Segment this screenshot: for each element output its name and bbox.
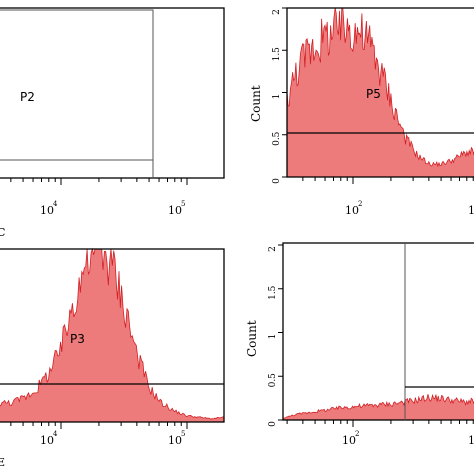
panel-bottom-right: 0 0.5 1 1.5 2 Count 10 2 1 [245, 242, 474, 447]
histogram-area [0, 247, 225, 423]
panel-top-left: P2 10 4 10 5 C [0, 7, 225, 239]
panel-top-right: P5 0 0.5 1 1.5 2 Count 10 2 1 [249, 7, 474, 217]
y-axis-label: Count [249, 85, 263, 122]
gate-label: P2 [20, 90, 35, 104]
x-tick-label: 10 [40, 434, 54, 447]
y-tick-label: 0 [268, 421, 278, 427]
y-tick-label: 1 [272, 94, 282, 100]
y-tick-label: 0 [272, 178, 282, 184]
x-axis-label: E [0, 456, 5, 469]
plot-frame [282, 242, 474, 421]
x-minor-ticks [10, 178, 188, 185]
y-tick-label: 2 [268, 246, 278, 252]
y-tick-label: 0.5 [272, 131, 282, 146]
x-tick-label: 10 [345, 204, 359, 217]
histogram-series [286, 7, 474, 178]
y-tick-label: 1.5 [272, 47, 282, 62]
x-tick-label: 10 [168, 434, 182, 447]
histogram-area [282, 393, 474, 421]
y-tick-label: 2 [272, 9, 282, 15]
x-minor-ticks [10, 422, 188, 429]
plot-frame [0, 248, 225, 423]
x-axis-label: C [0, 226, 5, 239]
y-ticks: 0 0.5 1 1.5 2 [268, 244, 283, 427]
y-tick-label: 0.5 [268, 373, 278, 388]
histogram-series [0, 247, 225, 423]
x-tick-exponent: 4 [53, 200, 58, 208]
plot-frame [0, 7, 225, 179]
x-tick-exponent: 4 [53, 430, 58, 438]
x-tick-exponent: 2 [358, 200, 362, 208]
gate-rect [0, 9, 154, 161]
x-tick-label-partial: 1 [468, 204, 474, 217]
x-tick-label: 10 [342, 434, 356, 447]
x-minor-ticks [286, 420, 474, 427]
x-minor-ticks [302, 177, 474, 184]
x-tick-label-partial: 1 [468, 434, 474, 447]
x-tick-label: 10 [40, 204, 54, 217]
histogram-area [286, 7, 474, 178]
y-axis-label: Count [245, 320, 259, 357]
x-tick-exponent: 5 [181, 430, 185, 438]
x-tick-exponent: 5 [181, 200, 185, 208]
panel-bottom-left: P3 10 4 10 5 E [0, 247, 225, 469]
gate-label: P5 [366, 87, 381, 101]
histogram-series [282, 393, 474, 421]
x-tick-exponent: 2 [355, 430, 359, 438]
y-tick-label: 1 [268, 334, 278, 340]
y-tick-label: 1.5 [268, 285, 278, 300]
gate-label: P3 [70, 332, 85, 346]
y-ticks: 0 0.5 1 1.5 2 [272, 7, 287, 184]
x-tick-label: 10 [168, 204, 182, 217]
